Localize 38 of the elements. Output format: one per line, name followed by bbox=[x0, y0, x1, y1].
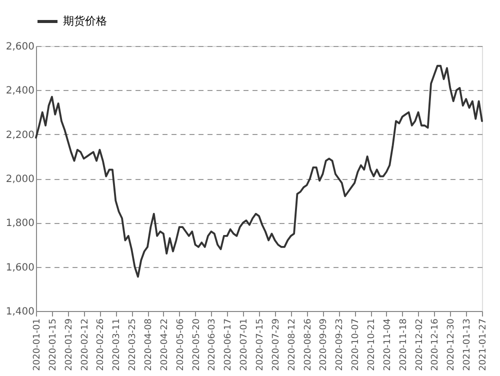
x-tick-label: 2020-12-16 bbox=[430, 318, 441, 371]
legend-label: 期货价格 bbox=[63, 14, 107, 28]
x-tick-label: 2020-10-07 bbox=[351, 318, 362, 371]
x-tick-label: 2020-05-06 bbox=[176, 318, 186, 371]
y-tick-label: 1,400 bbox=[6, 306, 34, 318]
y-tick-label: 2,000 bbox=[6, 174, 34, 185]
x-tick-label: 2021-01-27 bbox=[478, 318, 488, 371]
x-tick-label: 2020-10-21 bbox=[367, 318, 377, 371]
x-tick-label: 2020-01-01 bbox=[32, 318, 42, 371]
x-tick-label: 2020-09-23 bbox=[335, 318, 346, 371]
x-tick-label: 2020-08-12 bbox=[287, 318, 298, 371]
x-tick-label: 2020-05-20 bbox=[192, 318, 202, 371]
y-tick-label: 2,600 bbox=[6, 42, 34, 52]
x-tick-label: 2020-01-15 bbox=[48, 318, 58, 371]
y-tick-label: 2,400 bbox=[6, 86, 34, 97]
x-tick-label: 2020-07-29 bbox=[271, 318, 282, 371]
x-tick-label: 2020-12-02 bbox=[414, 318, 425, 371]
x-tick-label: 2020-12-30 bbox=[446, 318, 457, 371]
x-tick-label: 2020-06-17 bbox=[224, 318, 234, 371]
x-tick-label: 2021-01-13 bbox=[462, 318, 473, 371]
x-tick-label: 2020-02-12 bbox=[80, 318, 90, 371]
x-tick-label: 2020-04-08 bbox=[144, 318, 154, 371]
x-tick-label: 2020-04-22 bbox=[160, 318, 170, 371]
x-tick-label: 2020-03-25 bbox=[128, 318, 138, 371]
x-tick-label: 2020-02-26 bbox=[96, 318, 106, 371]
y-tick-label: 2,200 bbox=[6, 130, 34, 141]
line-series bbox=[35, 64, 483, 278]
x-tick-label: 2020-11-04 bbox=[382, 318, 393, 371]
x-tick-label: 2020-06-03 bbox=[208, 318, 218, 371]
x-tick-label: 2020-08-26 bbox=[303, 318, 314, 371]
y-tick-label: 1,800 bbox=[6, 218, 34, 230]
x-tick-label: 2020-07-15 bbox=[256, 318, 266, 371]
x-tick-label: 2020-03-11 bbox=[112, 318, 122, 371]
x-tick-label: 2020-11-18 bbox=[398, 318, 409, 371]
x-tick-label: 2020-01-29 bbox=[64, 318, 74, 371]
y-tick-label: 1,600 bbox=[6, 262, 34, 274]
x-tick-label: 2020-09-09 bbox=[319, 318, 330, 371]
x-tick-label: 2020-07-01 bbox=[240, 318, 250, 371]
